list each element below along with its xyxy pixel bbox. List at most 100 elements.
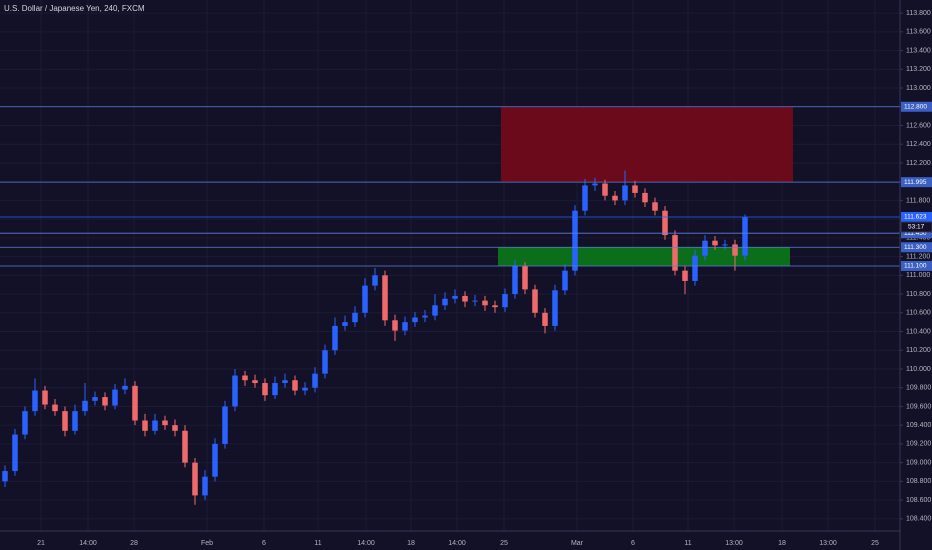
candle-body (662, 210, 668, 236)
candle-body (192, 462, 198, 496)
candle-body (742, 217, 748, 256)
candle-body (12, 434, 18, 472)
candle-body (512, 265, 518, 295)
zone (501, 106, 793, 183)
y-tick-label: 109.200 (906, 441, 931, 448)
x-tick-label: 11 (684, 540, 691, 547)
y-tick-label: 109.000 (906, 459, 931, 466)
candle-body (312, 373, 318, 388)
y-tick-label: 111.200 (906, 253, 930, 260)
candle-body (462, 295, 468, 302)
candle-body (682, 270, 688, 281)
candle-body (72, 411, 78, 431)
candle-body (712, 240, 718, 246)
x-tick-label: 13:00 (819, 540, 837, 547)
candle-body (592, 183, 598, 186)
candle-body (702, 240, 708, 256)
candle-body (22, 411, 28, 435)
candle-body (232, 375, 238, 407)
x-tick-label: 28 (130, 540, 138, 547)
candle-body (202, 476, 208, 496)
candle-body (302, 387, 308, 391)
candle-body (432, 305, 438, 316)
candle-body (522, 265, 528, 290)
candle-body (672, 235, 678, 271)
y-tick-label: 109.600 (906, 403, 931, 410)
candle-body (172, 425, 178, 431)
candle-body (402, 322, 408, 331)
x-tick-label: Mar (571, 540, 584, 547)
candle-body (562, 270, 568, 291)
level-label: 112.800 (904, 103, 927, 110)
candle-body (122, 385, 128, 390)
candle-body (652, 202, 658, 211)
x-tick-label: 6 (262, 540, 266, 547)
y-tick-label: 108.600 (906, 497, 931, 504)
candle-body (322, 350, 328, 374)
y-tick-label: 110.800 (906, 291, 931, 298)
x-tick-label: 21 (37, 540, 45, 547)
candle-body (112, 389, 118, 406)
level-label: 111.995 (904, 179, 927, 186)
candle-body (132, 385, 138, 421)
level-label: 111.100 (904, 263, 927, 270)
candle-body (52, 404, 58, 412)
y-tick-label: 110.200 (906, 347, 931, 354)
candle-body (692, 255, 698, 281)
candle-body (492, 305, 498, 308)
candle-body (442, 298, 448, 306)
candle-body (92, 397, 98, 401)
y-tick-label: 113.000 (906, 85, 931, 92)
candle-body (552, 290, 558, 326)
countdown-box (900, 221, 932, 233)
candle-body (642, 192, 648, 203)
y-tick-label: 112.600 (906, 122, 931, 129)
candle-layer (2, 170, 748, 505)
y-tick-label: 113.200 (906, 66, 931, 73)
candle-body (632, 185, 638, 193)
y-tick-label: 109.400 (906, 422, 931, 429)
y-tick-label: 111.800 (906, 197, 930, 204)
level-label-box (901, 260, 932, 271)
candle-body (622, 185, 628, 201)
candle-body (32, 390, 38, 412)
x-tick-label: 6 (631, 540, 635, 547)
candle-body (2, 471, 8, 482)
candle-body (452, 295, 458, 299)
level-label-box (901, 177, 932, 188)
y-tick-label: 109.800 (906, 385, 931, 392)
candle-body (502, 294, 508, 308)
y-tick-label: 108.800 (906, 478, 931, 485)
candle-body (222, 406, 228, 444)
y-tick-label: 113.400 (906, 47, 931, 54)
x-tick-label: 11 (314, 540, 321, 547)
countdown: 53:17 (908, 224, 925, 231)
candle-body (572, 210, 578, 271)
candle-body (392, 320, 398, 331)
candle-body (542, 312, 548, 326)
candle-body (602, 183, 608, 196)
candle-body (472, 300, 478, 302)
candle-body (162, 420, 168, 426)
candle-body (732, 244, 738, 256)
candle-body (382, 275, 388, 321)
candle-body (102, 397, 108, 406)
x-tick-label: 18 (407, 540, 415, 547)
candle-body (612, 195, 618, 201)
candle-body (182, 430, 188, 463)
candle-body (352, 312, 358, 323)
candle-body (242, 375, 248, 381)
candle-body (82, 400, 88, 412)
candle-body (152, 420, 158, 431)
candle-body (532, 289, 538, 313)
y-tick-label: 110.400 (906, 328, 931, 335)
x-tick-label: 13:00 (725, 540, 743, 547)
candle-body (332, 325, 338, 351)
chart-title: U.S. Dollar / Japanese Yen, 240, FXCM (4, 4, 145, 13)
x-tick-label: 25 (871, 540, 879, 547)
x-tick-label: 14:00 (357, 540, 375, 547)
candle-body (262, 383, 268, 396)
y-tick-label: 111.400 (906, 235, 930, 242)
candle-body (62, 411, 68, 431)
